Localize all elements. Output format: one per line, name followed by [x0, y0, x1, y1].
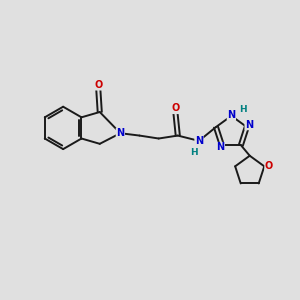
- Text: N: N: [245, 120, 253, 130]
- Text: N: N: [195, 136, 203, 146]
- Text: N: N: [116, 128, 124, 138]
- Text: O: O: [171, 103, 180, 113]
- Text: H: H: [190, 148, 197, 157]
- Text: N: N: [227, 110, 236, 120]
- Text: N: N: [216, 142, 224, 152]
- Text: H: H: [239, 105, 246, 114]
- Text: O: O: [94, 80, 102, 90]
- Text: O: O: [265, 161, 273, 171]
